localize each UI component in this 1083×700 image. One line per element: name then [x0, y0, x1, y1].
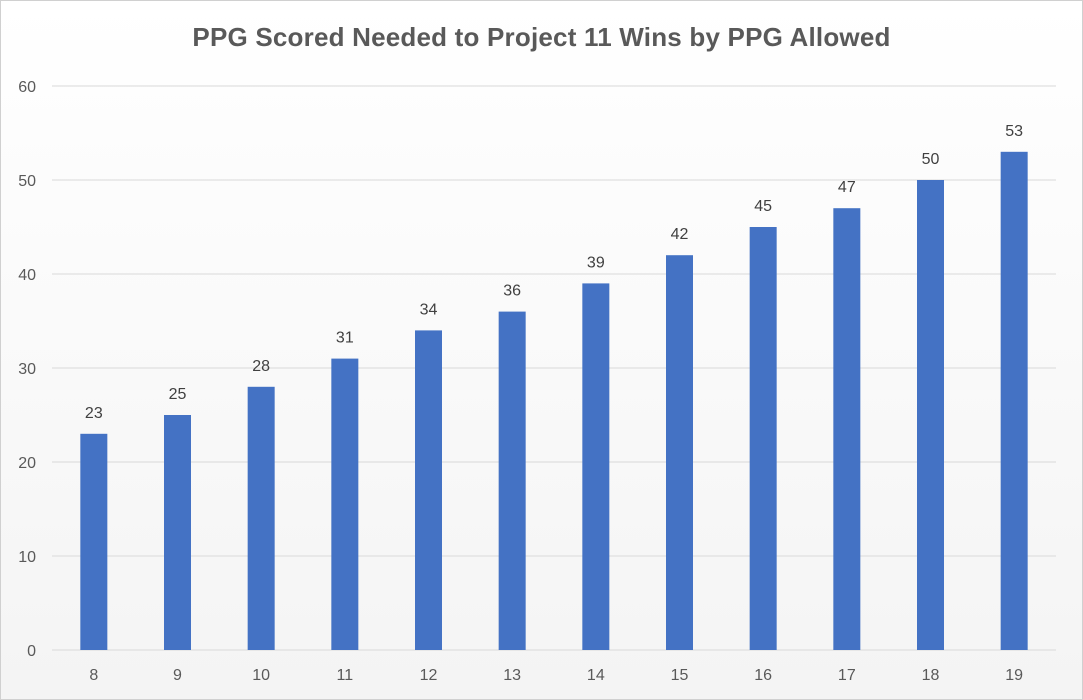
bars — [80, 151, 1028, 651]
data-label: 36 — [503, 283, 521, 300]
y-tick-label: 60 — [18, 79, 36, 96]
bar — [1000, 151, 1028, 651]
data-label: 23 — [85, 405, 103, 422]
x-tick-label: 19 — [1005, 667, 1023, 684]
x-tick-label: 17 — [838, 667, 856, 684]
x-tick-label: 16 — [754, 667, 772, 684]
data-label: 42 — [671, 226, 689, 243]
x-tick-label: 8 — [89, 667, 98, 684]
x-tick-label: 18 — [922, 667, 940, 684]
y-tick-label: 0 — [27, 643, 36, 660]
data-label: 47 — [838, 179, 856, 196]
data-labels: 23 25 28 31 34 36 39 42 45 47 50 53 — [85, 123, 1023, 422]
y-tick-label: 20 — [18, 455, 36, 472]
y-tick-label: 10 — [18, 549, 36, 566]
x-tick-label: 14 — [587, 667, 605, 684]
bar — [833, 208, 861, 650]
bar — [331, 358, 359, 650]
x-tick-label: 12 — [420, 667, 438, 684]
data-label: 31 — [336, 330, 354, 347]
x-tick-label: 10 — [252, 667, 270, 684]
y-tick-label: 50 — [18, 173, 36, 190]
bar — [666, 255, 693, 650]
x-tick-label: 9 — [173, 667, 182, 684]
x-tick-label: 13 — [503, 667, 521, 684]
data-label: 28 — [252, 358, 270, 375]
y-tick-label: 40 — [18, 267, 36, 284]
data-label: 25 — [169, 386, 187, 403]
x-axis-tick-labels: 8 9 10 11 12 13 14 15 16 17 18 19 — [89, 667, 1023, 684]
bar — [164, 415, 191, 650]
bar — [415, 330, 442, 650]
bar — [247, 386, 275, 650]
chart-title: PPG Scored Needed to Project 11 Wins by … — [192, 22, 891, 52]
bar — [498, 311, 526, 650]
x-tick-label: 15 — [671, 667, 689, 684]
gridlines — [52, 85, 1056, 651]
x-tick-label: 11 — [337, 667, 354, 684]
data-label: 45 — [754, 198, 772, 215]
bar — [917, 180, 944, 650]
bar — [80, 433, 108, 650]
y-tick-label: 30 — [18, 361, 36, 378]
data-label: 34 — [420, 301, 438, 318]
bar — [582, 283, 610, 650]
bar — [749, 227, 777, 650]
data-label: 53 — [1005, 123, 1023, 140]
y-axis-tick-labels: 0 10 20 30 40 50 60 — [18, 79, 36, 660]
data-label: 39 — [587, 254, 605, 271]
data-label: 50 — [922, 151, 940, 168]
